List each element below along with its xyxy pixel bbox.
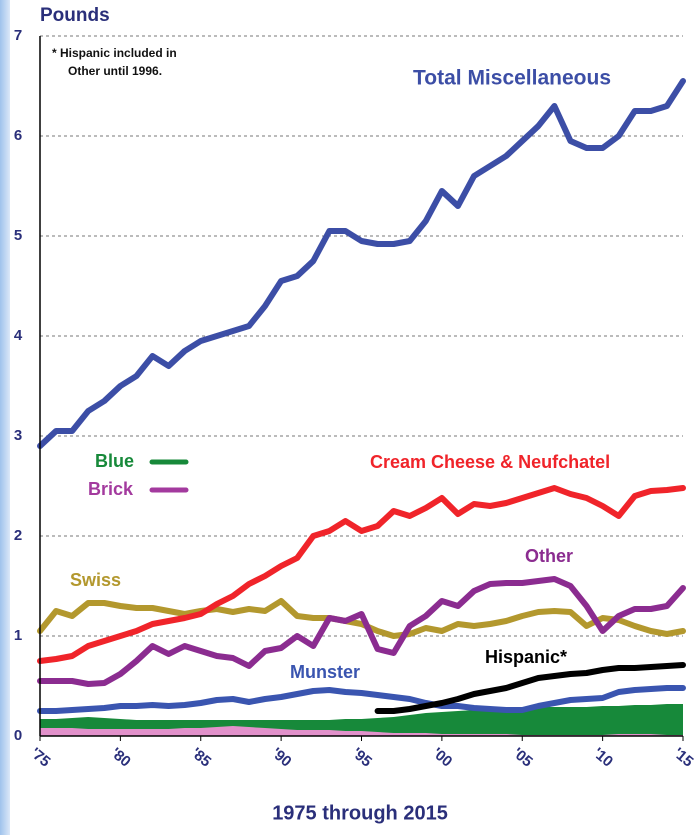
y-tick-label: 1	[14, 627, 22, 644]
y-tick-label: 3	[14, 427, 22, 444]
x-tick-label: '10	[590, 745, 616, 771]
x-tick-label: '80	[107, 745, 133, 771]
labels: 0 1 2 3 4 5 6 7 '75 '80 '85 '90 '95 '00 '05 '10 '15 Blue B…	[14, 27, 697, 771]
y-tick-label: 4	[14, 327, 23, 344]
series-label: Cream Cheese & Neufchatel	[370, 452, 610, 472]
x-tick-label: '75	[27, 745, 53, 771]
annotation: * Hispanic included in	[52, 46, 177, 60]
x-axis-label: 1975 through 2015	[272, 802, 448, 824]
y-tick-label: 2	[14, 527, 22, 544]
annotation: Other until 1996.	[68, 64, 162, 78]
series-label: Other	[525, 546, 573, 566]
y-tick-label: 6	[14, 127, 22, 144]
x-tick-label: '95	[349, 745, 375, 771]
x-tick-label: '90	[268, 745, 294, 771]
x-tick-label: '85	[188, 745, 214, 771]
line	[37, 598, 686, 639]
series-label: Munster	[290, 662, 360, 682]
line	[37, 685, 686, 714]
line	[37, 78, 686, 449]
series-label: Hispanic*	[485, 647, 567, 667]
line	[37, 485, 686, 664]
y-tick-label: 7	[14, 27, 22, 44]
series-label: Swiss	[70, 570, 121, 590]
line	[37, 576, 686, 687]
y-tick-label: 0	[14, 727, 22, 744]
y-tick-label: 5	[14, 227, 22, 244]
series-label: Total Miscellaneous	[413, 67, 611, 90]
line	[374, 662, 686, 714]
background-strip	[0, 0, 10, 835]
area	[40, 726, 683, 736]
x-tick-label: '05	[509, 745, 535, 771]
series-label: Brick	[88, 479, 134, 499]
series-label: Blue	[95, 451, 134, 471]
plot	[37, 36, 686, 737]
x-tick-label: '15	[670, 745, 696, 771]
grid	[39, 35, 684, 741]
x-tick-label: '00	[429, 745, 455, 771]
y-axis-label: Pounds	[40, 5, 110, 26]
